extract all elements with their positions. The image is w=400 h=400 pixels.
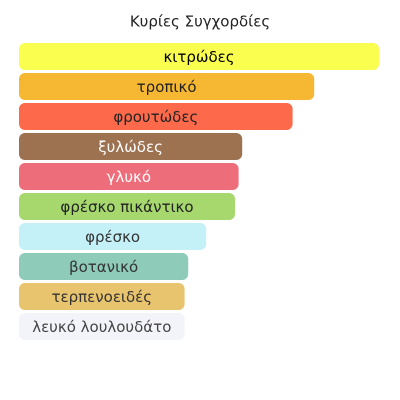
bar (19, 223, 207, 250)
bar-label: φρέσκο πικάντικο (60, 198, 193, 216)
bar (19, 133, 243, 160)
bar-label: ξυλώδες (98, 138, 163, 156)
bar (19, 163, 239, 190)
bar-label: γλυκό (107, 168, 151, 186)
bar (19, 73, 315, 100)
bar-label: βοτανικό (69, 258, 138, 276)
bar-label: λευκό λουλουδάτο (32, 318, 171, 336)
bar (19, 43, 379, 70)
bar (19, 313, 185, 340)
bar (19, 193, 235, 220)
bar-label: φρέσκο (85, 228, 140, 246)
bar (19, 253, 189, 280)
bar-label: τερπενοειδές (51, 288, 152, 306)
chart-title: Κυρίες Συγχορδίες (130, 13, 270, 31)
bar-label: κιτρώδες (163, 48, 234, 66)
bar-label: τροπικό (137, 78, 197, 96)
bar (19, 283, 185, 310)
bar-label: φρουτώδες (113, 108, 198, 126)
bar (19, 103, 293, 130)
